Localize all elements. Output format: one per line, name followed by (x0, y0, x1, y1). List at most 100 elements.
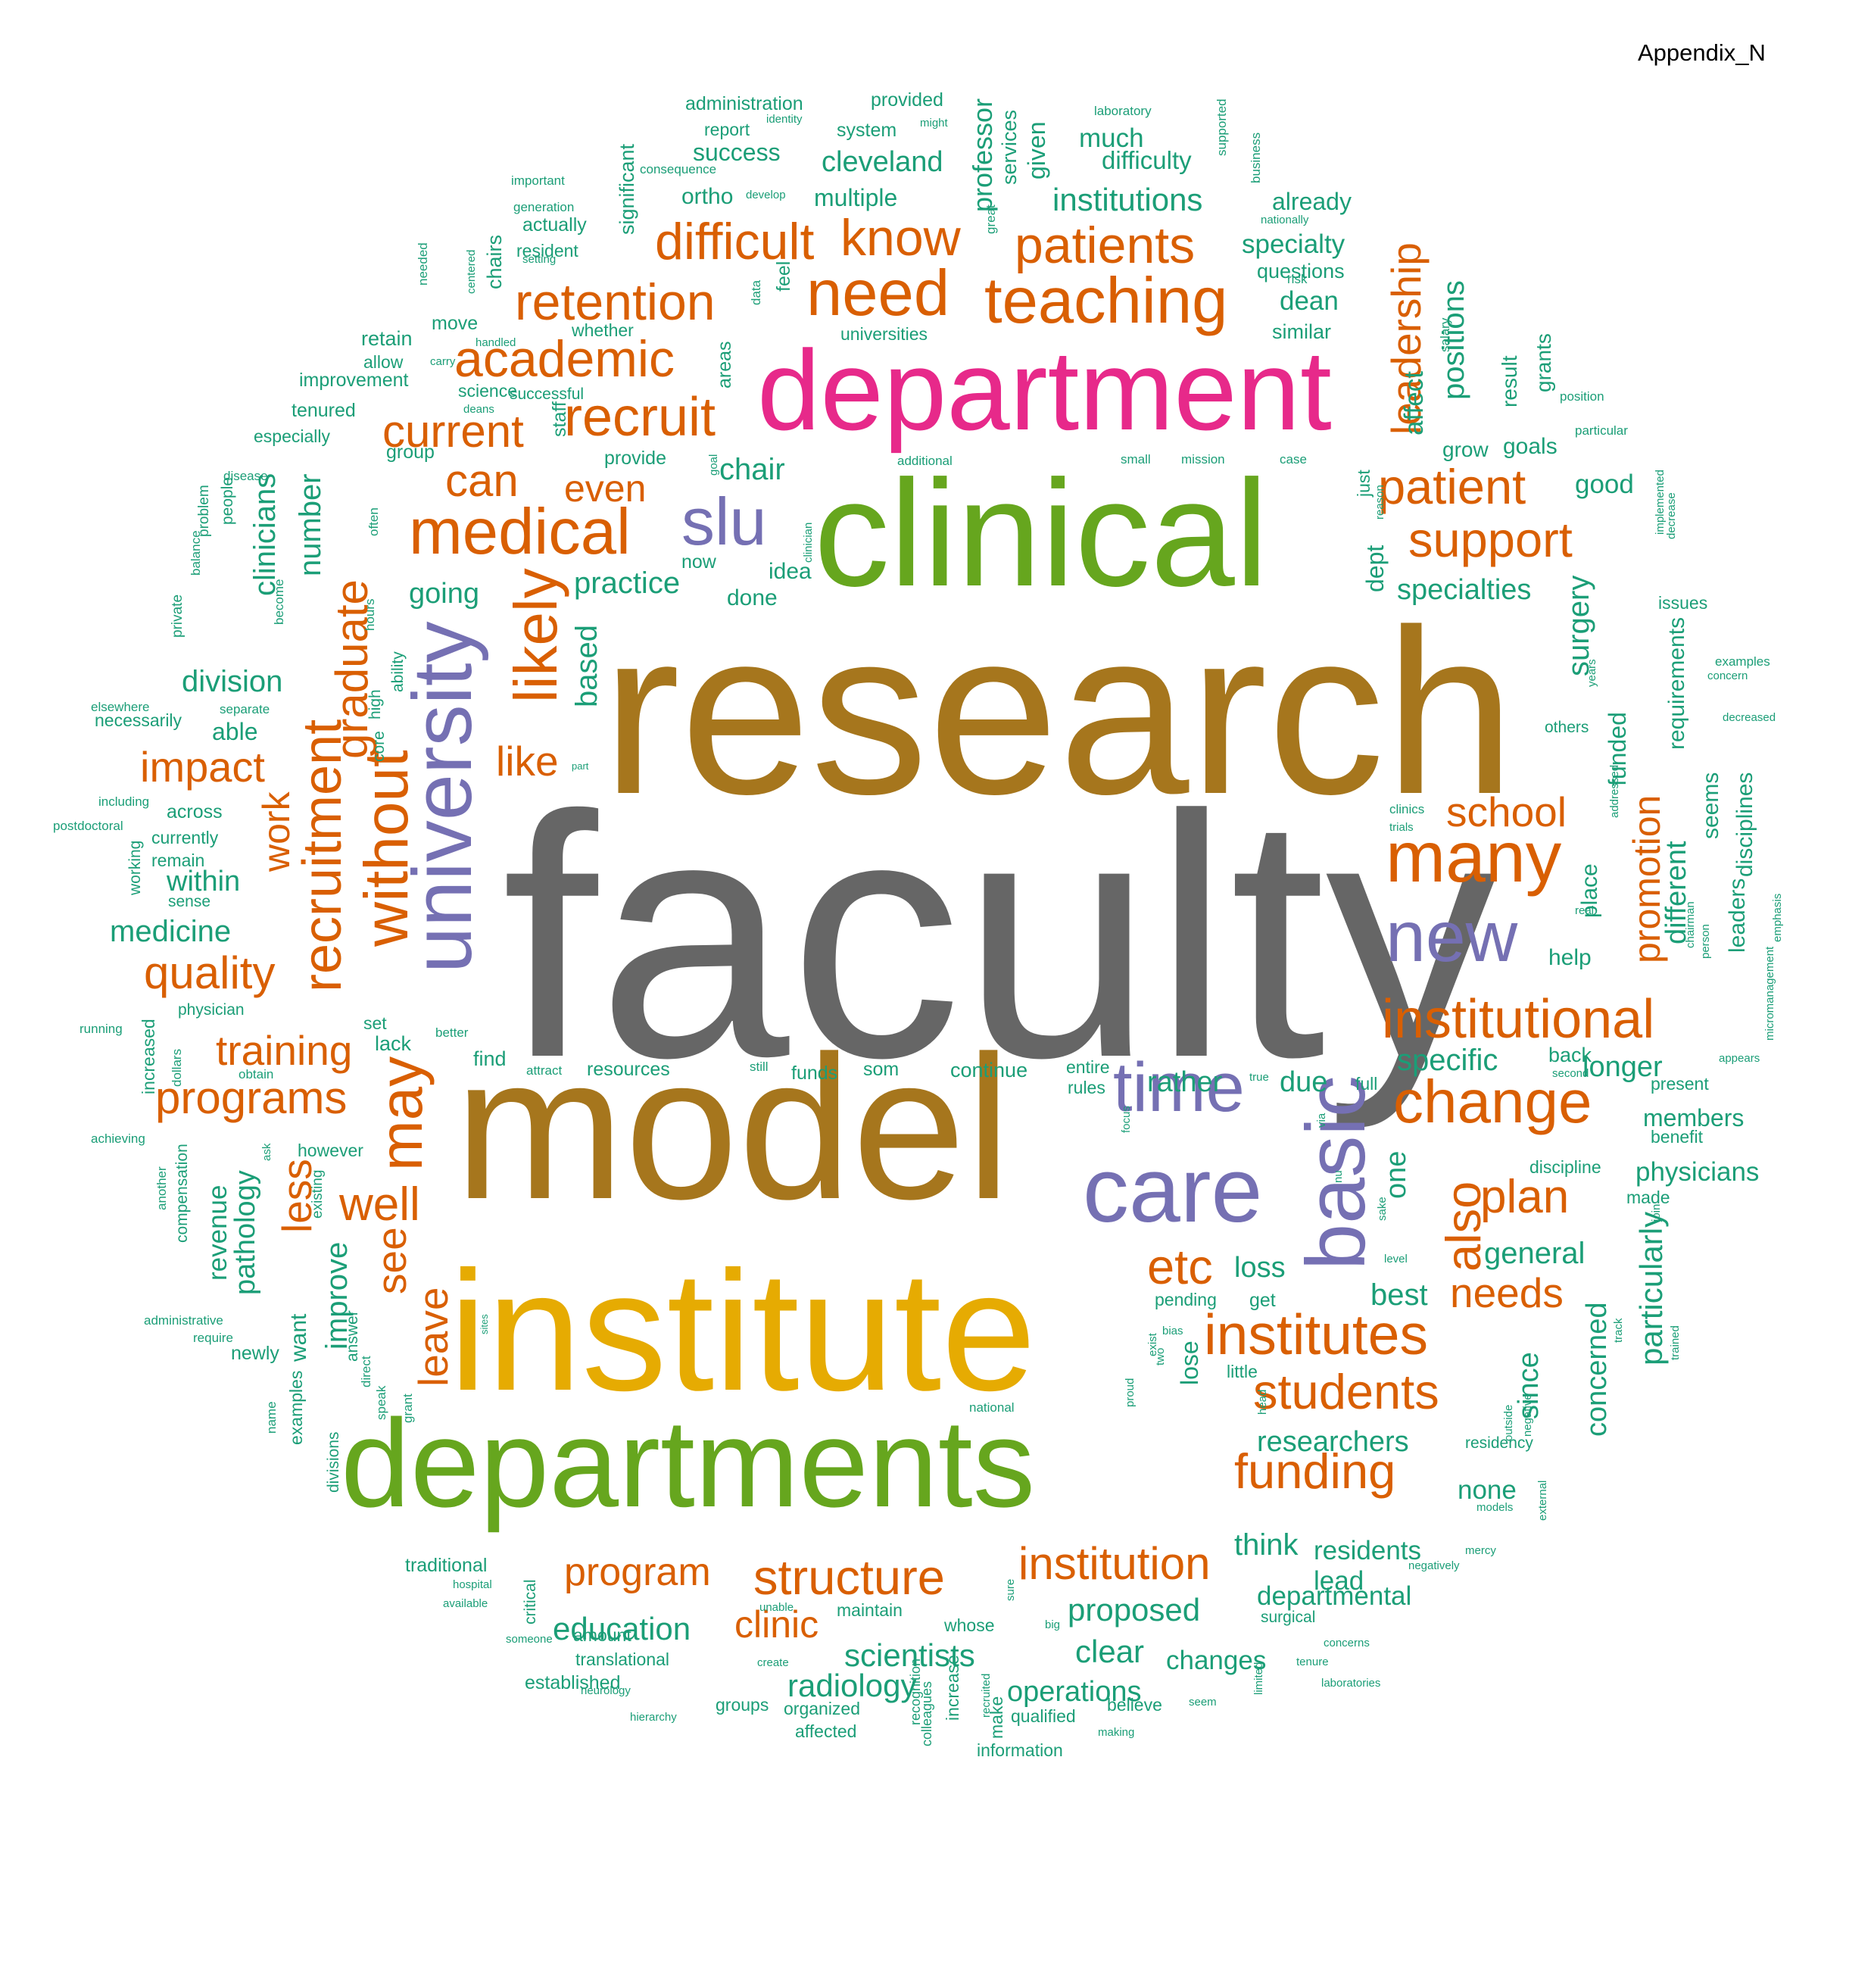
cloud-word: clear (1075, 1634, 1145, 1669)
cloud-word: maintain (837, 1600, 903, 1620)
cloud-word: current (382, 406, 524, 457)
cloud-word: based (570, 625, 603, 707)
cloud-word: hours (363, 598, 377, 631)
cloud-word: like (496, 738, 559, 785)
cloud-word: handled (476, 336, 516, 349)
cloud-word: laboratory (1094, 104, 1152, 118)
cloud-word: available (443, 1597, 488, 1610)
cloud-word: obtain (239, 1067, 274, 1081)
cloud-word: resident (516, 241, 578, 261)
cloud-word: tenured (292, 400, 356, 421)
cloud-word: deans (463, 403, 494, 416)
cloud-word: residents (1314, 1536, 1422, 1565)
cloud-word: ortho (681, 184, 734, 209)
cloud-word: external (1536, 1480, 1549, 1521)
cloud-word: part (572, 760, 589, 772)
cloud-word: practice (574, 566, 681, 600)
cloud-word: clinical (814, 449, 1269, 618)
cloud-word: departmental (1257, 1581, 1412, 1611)
cloud-word: multiple (814, 184, 898, 211)
cloud-word: work (255, 791, 298, 872)
cloud-word: idea (769, 559, 812, 584)
cloud-word: proposed (1068, 1592, 1201, 1628)
cloud-word: programs (155, 1072, 348, 1123)
cloud-word: plan (1480, 1171, 1570, 1223)
cloud-word: recruited (980, 1673, 993, 1718)
cloud-word: established (525, 1672, 621, 1693)
cloud-word: none (1458, 1475, 1517, 1505)
cloud-word: clinics (1389, 802, 1425, 816)
cloud-word: running (80, 1022, 123, 1036)
cloud-word: made (1626, 1187, 1670, 1207)
cloud-word: support (1408, 512, 1573, 567)
cloud-word: trials (1389, 821, 1414, 834)
cloud-word: result (1498, 355, 1521, 407)
cloud-word: identity (766, 113, 803, 126)
cloud-word: successful (510, 385, 585, 403)
cloud-word: supported (1215, 98, 1229, 156)
cloud-word: increase (943, 1655, 962, 1721)
cloud-word: great (984, 204, 998, 234)
cloud-word: remain (151, 850, 205, 870)
cloud-word: patient (1378, 459, 1526, 514)
cloud-word: generation (513, 200, 575, 214)
cloud-word: researchers (1257, 1426, 1409, 1458)
cloud-word: residency (1465, 1434, 1533, 1452)
cloud-word: separate (220, 702, 270, 716)
cloud-word: develop (746, 189, 786, 201)
cloud-word: often (366, 507, 381, 536)
cloud-word: concern (1707, 669, 1748, 682)
cloud-word: success (693, 139, 781, 166)
cloud-word: institute (449, 1235, 1037, 1426)
cloud-word: needed (416, 242, 430, 286)
cloud-word: head (1256, 1389, 1269, 1415)
cloud-word: continue (950, 1059, 1028, 1081)
cloud-word: back (1548, 1044, 1592, 1066)
cloud-word: problem (196, 485, 212, 537)
cloud-word: sense (168, 893, 211, 910)
cloud-word: national (969, 1400, 1015, 1415)
cloud-word: nu (1332, 1170, 1345, 1183)
cloud-word: medical (409, 496, 631, 568)
cloud-word: believe (1107, 1695, 1162, 1715)
cloud-word: without (352, 750, 421, 947)
cloud-word: additional (897, 454, 953, 468)
cloud-word: requirements (1664, 616, 1689, 750)
cloud-word: already (1272, 188, 1352, 215)
cloud-word: number (294, 473, 327, 576)
cloud-word: changes (1166, 1646, 1267, 1675)
cloud-word: training (216, 1027, 353, 1074)
cloud-word: years (1586, 659, 1598, 687)
cloud-word: rules (1068, 1078, 1105, 1097)
cloud-word: attract (526, 1063, 563, 1078)
cloud-word: existing (310, 1169, 326, 1219)
cloud-word: improvement (299, 370, 409, 391)
page-label: Appendix_N (1638, 39, 1766, 66)
cloud-word: person (1699, 924, 1712, 959)
cloud-word: limited (1252, 1662, 1265, 1695)
cloud-word: grant (401, 1393, 415, 1423)
cloud-word: negatively (1408, 1559, 1460, 1572)
cloud-word: administrative (144, 1313, 223, 1328)
cloud-word: another (154, 1166, 169, 1210)
cloud-word: best (1370, 1278, 1428, 1312)
cloud-word: see (368, 1227, 415, 1294)
cloud-word: seems (1698, 772, 1723, 839)
cloud-word: focus (1120, 1106, 1133, 1133)
cloud-word: others (1545, 719, 1589, 736)
cloud-word: retention (515, 273, 716, 331)
cloud-word: able (212, 718, 258, 745)
cloud-word: given (1023, 121, 1050, 180)
cloud-word: clinicians (248, 473, 282, 596)
cloud-word: administration (685, 93, 803, 114)
cloud-word: carry (430, 355, 456, 368)
cloud-word: sure (1004, 1578, 1017, 1601)
cloud-word: disease (223, 469, 268, 483)
cloud-word: elsewhere (91, 700, 150, 714)
cloud-word: cleveland (822, 146, 943, 178)
cloud-word: necessarily (95, 710, 182, 730)
cloud-word: laboratories (1321, 1677, 1381, 1690)
cloud-word: due (1280, 1066, 1328, 1098)
cloud-word: seem (1189, 1696, 1217, 1709)
cloud-word: people (219, 476, 236, 525)
